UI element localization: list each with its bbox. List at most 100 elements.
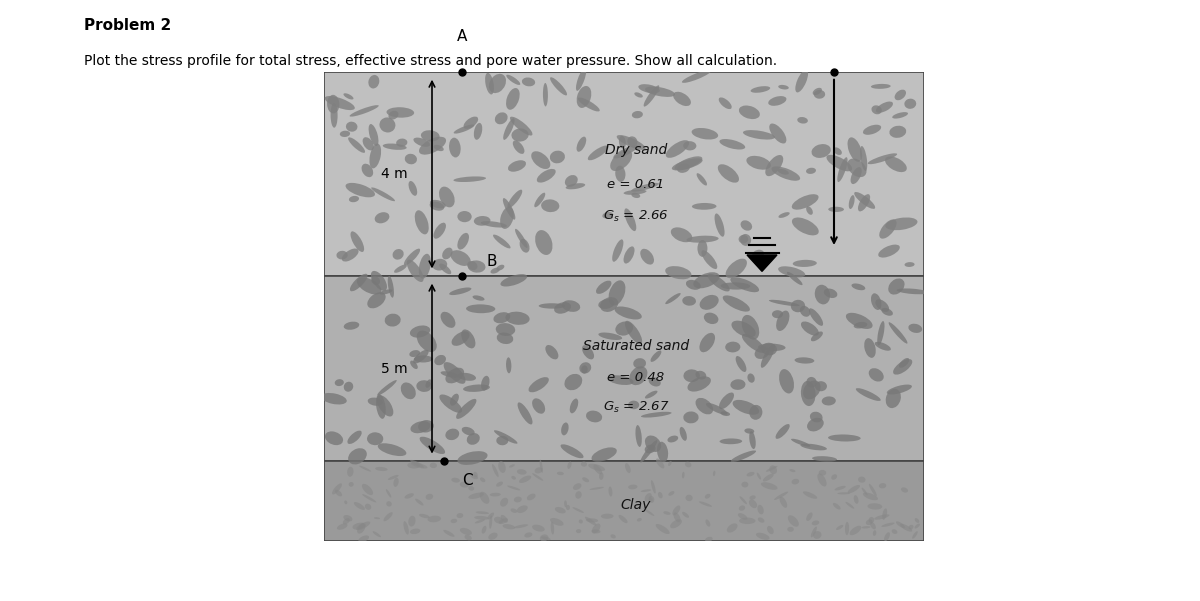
Ellipse shape [720,439,742,444]
Ellipse shape [803,380,821,399]
Ellipse shape [493,312,510,323]
Ellipse shape [739,505,745,511]
Ellipse shape [578,97,600,111]
Ellipse shape [540,534,548,542]
Ellipse shape [836,525,844,530]
Ellipse shape [370,144,382,168]
Ellipse shape [485,73,494,94]
Ellipse shape [694,272,720,288]
Ellipse shape [809,308,823,326]
Ellipse shape [684,370,700,382]
Ellipse shape [649,496,654,503]
Ellipse shape [758,344,786,351]
Ellipse shape [343,93,354,100]
Ellipse shape [800,306,810,317]
Ellipse shape [856,388,881,401]
Bar [324,276,924,461]
Ellipse shape [858,477,865,483]
Ellipse shape [778,169,788,175]
Ellipse shape [624,246,635,264]
Ellipse shape [875,299,889,312]
Ellipse shape [775,424,790,439]
Ellipse shape [450,519,457,523]
Ellipse shape [430,200,445,209]
Ellipse shape [467,433,480,445]
Ellipse shape [763,474,774,481]
Ellipse shape [779,85,788,90]
Ellipse shape [401,382,416,399]
Ellipse shape [668,491,674,496]
Ellipse shape [672,158,703,171]
Ellipse shape [888,278,905,294]
Ellipse shape [499,518,508,524]
Ellipse shape [868,153,898,164]
Ellipse shape [589,487,604,490]
Ellipse shape [769,300,799,306]
Ellipse shape [560,444,583,458]
Ellipse shape [848,195,854,209]
Ellipse shape [353,523,366,529]
Ellipse shape [522,78,535,87]
Ellipse shape [732,321,756,337]
Ellipse shape [456,399,476,419]
Ellipse shape [886,389,901,408]
Ellipse shape [550,77,568,96]
Ellipse shape [343,322,359,330]
Ellipse shape [535,467,542,474]
Ellipse shape [889,322,907,344]
Ellipse shape [674,156,702,170]
Ellipse shape [869,484,877,496]
Ellipse shape [404,154,416,164]
Ellipse shape [679,427,686,441]
Ellipse shape [373,531,380,537]
Ellipse shape [731,379,745,390]
Ellipse shape [356,277,382,294]
Ellipse shape [474,516,488,520]
Ellipse shape [410,361,418,369]
Ellipse shape [704,494,710,499]
Ellipse shape [806,168,816,174]
Ellipse shape [750,86,770,93]
Ellipse shape [880,219,896,239]
Ellipse shape [532,473,544,481]
Ellipse shape [673,92,691,106]
Ellipse shape [811,144,830,158]
Ellipse shape [806,206,812,215]
Ellipse shape [348,137,365,153]
Ellipse shape [599,299,614,309]
Ellipse shape [588,145,608,160]
Ellipse shape [496,323,515,336]
Ellipse shape [320,393,347,404]
Ellipse shape [788,515,799,526]
Ellipse shape [847,159,866,177]
Ellipse shape [761,344,775,368]
Ellipse shape [726,258,746,278]
Ellipse shape [410,528,420,534]
Ellipse shape [656,459,665,468]
Ellipse shape [610,150,632,171]
Ellipse shape [418,420,434,433]
Ellipse shape [444,362,466,384]
Ellipse shape [811,520,820,525]
Ellipse shape [376,394,385,419]
Ellipse shape [407,260,424,282]
Ellipse shape [631,183,659,192]
Ellipse shape [473,472,478,478]
Ellipse shape [912,531,918,538]
Ellipse shape [602,212,613,218]
Ellipse shape [714,213,725,237]
Ellipse shape [480,477,485,482]
Ellipse shape [870,522,876,529]
Ellipse shape [644,436,661,452]
Ellipse shape [616,166,625,182]
Ellipse shape [527,493,535,501]
Ellipse shape [498,461,505,473]
Ellipse shape [599,472,604,480]
Text: Plot the stress profile for total stress, effective stress and pore water pressu: Plot the stress profile for total stress… [84,54,778,68]
Ellipse shape [638,84,660,93]
Ellipse shape [503,118,515,140]
Ellipse shape [682,70,712,83]
Text: Dry sand: Dry sand [605,142,667,157]
Ellipse shape [572,507,584,513]
Ellipse shape [497,264,504,270]
